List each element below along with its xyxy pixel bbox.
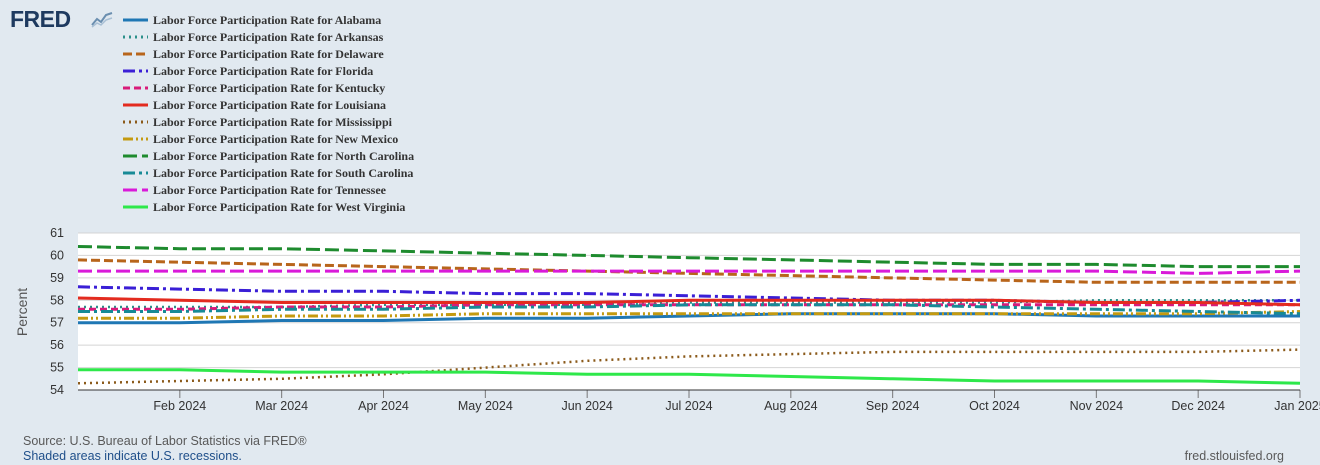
series-line-11[interactable] — [78, 269, 1301, 275]
line-chart: Labor Force Participation Rate for Alaba… — [14, 13, 1320, 413]
x-tick-label: Sep 2024 — [866, 399, 920, 413]
x-tick-label: Aug 2024 — [764, 399, 818, 413]
series-line-12[interactable] — [78, 368, 1301, 385]
legend-item[interactable]: Labor Force Participation Rate for Louis… — [123, 98, 386, 112]
legend-item[interactable]: Labor Force Participation Rate for Alaba… — [123, 13, 381, 27]
x-tick-label: May 2024 — [458, 399, 513, 413]
legend-label: Labor Force Participation Rate for New M… — [153, 132, 398, 146]
legend-item[interactable]: Labor Force Participation Rate for North… — [123, 149, 414, 163]
y-tick-label: 55 — [50, 361, 64, 375]
legend-label: Labor Force Participation Rate for Alaba… — [153, 13, 381, 27]
series-lines — [77, 245, 1301, 385]
x-tick-label: Jul 2024 — [665, 399, 712, 413]
legend-item[interactable]: Labor Force Participation Rate for Tenne… — [123, 183, 387, 197]
site-url[interactable]: fred.stlouisfed.org — [1184, 449, 1284, 463]
x-tick-label: Feb 2024 — [153, 399, 206, 413]
series-line-1[interactable] — [78, 312, 1300, 325]
x-tick-label: Jun 2024 — [561, 399, 612, 413]
legend-label: Labor Force Participation Rate for Kentu… — [153, 81, 385, 95]
legend-label: Labor Force Participation Rate for Missi… — [153, 115, 393, 129]
recession-note[interactable]: Shaded areas indicate U.S. recessions. — [23, 449, 242, 463]
legend-item[interactable]: Labor Force Participation Rate for Arkan… — [123, 30, 384, 44]
legend-item[interactable]: Labor Force Participation Rate for South… — [123, 166, 413, 180]
legend-label: Labor Force Participation Rate for Arkan… — [153, 30, 384, 44]
legend-item[interactable]: Labor Force Participation Rate for Kentu… — [123, 81, 385, 95]
series-line-9[interactable] — [77, 245, 1300, 269]
x-axis-ticks: Feb 2024 Mar 2024 Apr 2024 May 2024 Jun 2024… — [153, 390, 1320, 413]
legend-item[interactable]: Labor Force Participation Rate for Flori… — [123, 64, 373, 78]
legend-label: Labor Force Participation Rate for Louis… — [153, 98, 386, 112]
series-line-8[interactable] — [78, 310, 1301, 320]
x-tick-label: Jan 2025 — [1274, 399, 1320, 413]
legend: Labor Force Participation Rate for Alaba… — [123, 13, 414, 214]
y-axis-ticks: 54 55 56 57 58 59 60 61 — [50, 226, 64, 397]
y-tick-label: 58 — [50, 293, 64, 307]
x-tick-label: Nov 2024 — [1070, 399, 1124, 413]
series-line-6[interactable] — [77, 296, 1301, 307]
y-tick-label: 60 — [50, 248, 64, 262]
y-tick-label: 57 — [50, 316, 64, 330]
y-tick-label: 59 — [50, 271, 64, 285]
legend-item[interactable]: Labor Force Participation Rate for West … — [123, 200, 405, 214]
series-line-5[interactable] — [78, 303, 1300, 311]
legend-label: Labor Force Participation Rate for Flori… — [153, 64, 373, 78]
legend-item[interactable]: Labor Force Participation Rate for Missi… — [123, 115, 393, 129]
legend-label: Labor Force Participation Rate for Tenne… — [153, 183, 387, 197]
y-tick-label: 54 — [50, 383, 64, 397]
x-tick-label: Dec 2024 — [1171, 399, 1225, 413]
y-tick-label: 61 — [50, 226, 64, 240]
y-axis-label: Percent — [14, 288, 30, 336]
legend-item[interactable]: Labor Force Participation Rate for Delaw… — [123, 47, 384, 61]
fred-chart-icon — [90, 10, 114, 28]
legend-label: Labor Force Participation Rate for North… — [153, 149, 414, 163]
x-tick-label: Mar 2024 — [255, 399, 308, 413]
series-line-3[interactable] — [77, 258, 1300, 284]
x-tick-label: Apr 2024 — [358, 399, 409, 413]
series-line-10[interactable] — [78, 303, 1301, 316]
source-text: Source: U.S. Bureau of Labor Statistics … — [23, 434, 307, 448]
legend-item[interactable]: Labor Force Participation Rate for New M… — [123, 132, 398, 146]
fred-logo[interactable]: FRED — [10, 6, 71, 32]
x-tick-label: Oct 2024 — [969, 399, 1020, 413]
legend-label: Labor Force Participation Rate for Delaw… — [153, 47, 384, 61]
y-tick-label: 56 — [50, 338, 64, 352]
legend-label: Labor Force Participation Rate for South… — [153, 166, 413, 180]
legend-label: Labor Force Participation Rate for West … — [153, 200, 405, 214]
